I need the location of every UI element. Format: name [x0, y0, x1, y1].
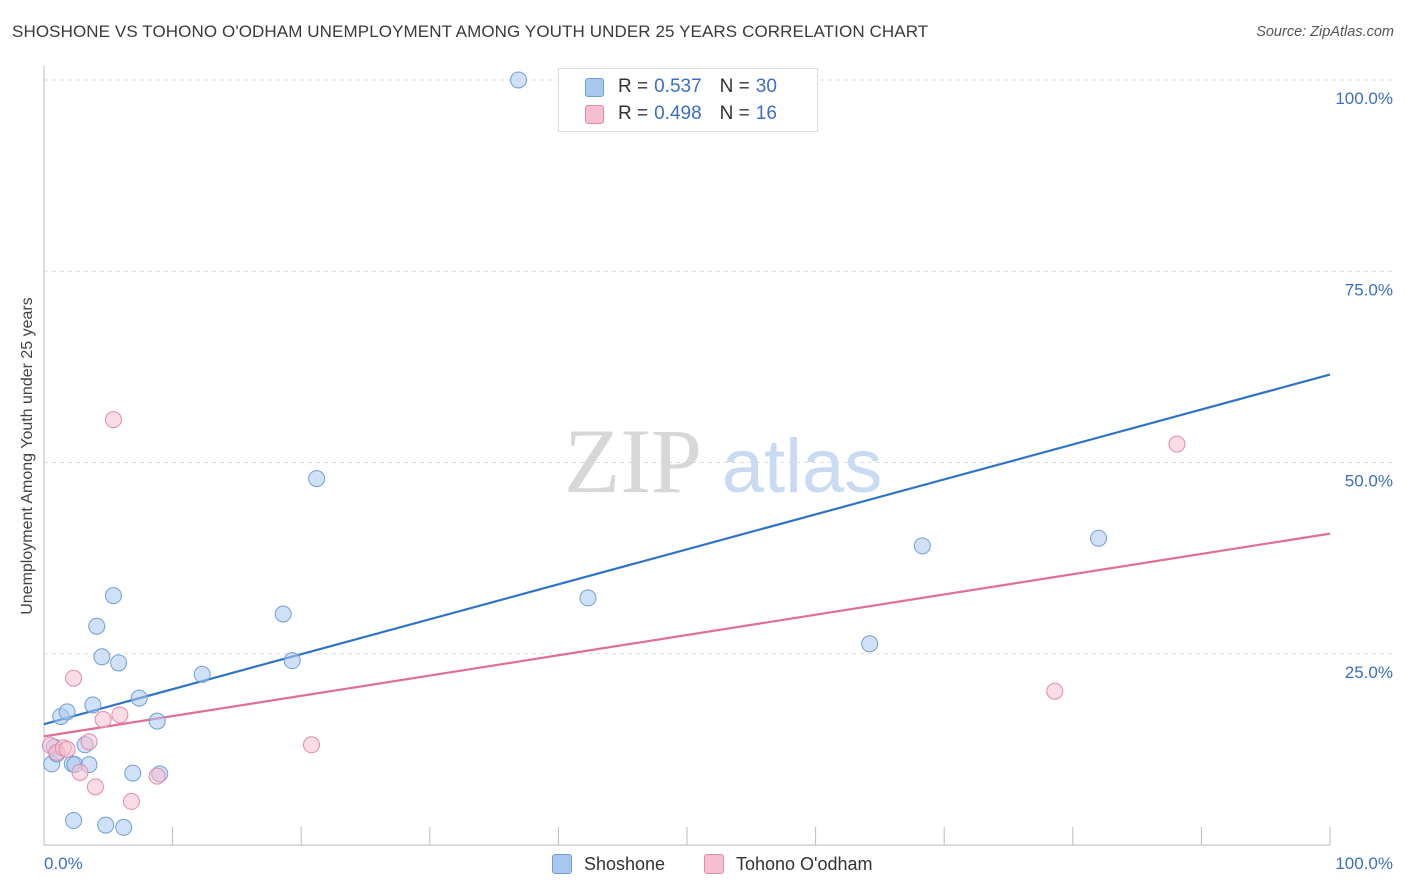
point-shoshone — [110, 654, 128, 672]
legend-item-shoshone: Shoshone — [552, 852, 665, 876]
point-shoshone — [65, 812, 83, 830]
point-shoshone — [861, 635, 879, 653]
gridlines — [44, 79, 1392, 655]
stats-legend: R = 0.537 N = 30 R = 0.498 N = 16 — [558, 68, 818, 132]
legend-label-shoshone: Shoshone — [584, 853, 666, 874]
chart-title: SHOSHONE VS TOHONO O'ODHAM UNEMPLOYMENT … — [12, 22, 929, 41]
r-label: R = — [618, 103, 649, 124]
n-value: 16 — [755, 103, 777, 124]
point-shoshone — [88, 617, 106, 635]
trend-line-shoshone — [43, 373, 1331, 726]
point-shoshone — [97, 816, 115, 834]
x-tick-label: 0.0% — [44, 854, 83, 873]
point-tohono — [86, 778, 104, 796]
point-tohono — [94, 711, 112, 729]
point-shoshone — [93, 648, 111, 666]
point-shoshone — [579, 589, 597, 607]
r-value: 0.537 — [654, 76, 702, 97]
point-tohono — [71, 763, 89, 781]
point-shoshone — [84, 696, 102, 714]
watermark: ZIP atlas — [564, 410, 882, 512]
legend-label-tohono: Tohono O'odham — [736, 853, 873, 874]
tick-labels: 25.0% 50.0% 75.0% 100.0% 0.0% 100.0% — [44, 89, 1393, 873]
watermark-atlas: atlas — [722, 424, 883, 509]
point-tohono — [148, 767, 166, 785]
legend-row-tohono: R = 0.498 N = 16 — [585, 102, 777, 126]
point-tohono — [1046, 682, 1064, 700]
n-label: N = — [719, 103, 750, 124]
n-label: N = — [719, 76, 750, 97]
trend-line-tohono — [43, 532, 1331, 738]
point-shoshone — [130, 689, 148, 707]
axes — [43, 66, 1331, 846]
point-tohono — [104, 411, 122, 429]
point-tohono — [111, 706, 129, 724]
y-tick-label: 25.0% — [1345, 663, 1393, 682]
trend-lines — [43, 373, 1331, 738]
watermark-zip: ZIP — [564, 410, 702, 512]
point-shoshone — [913, 537, 931, 555]
y-axis-label: Unemployment Among Youth under 25 years — [19, 297, 36, 615]
point-shoshone — [104, 587, 122, 605]
tohono-swatch — [585, 104, 604, 124]
point-shoshone — [193, 665, 211, 683]
point-tohono — [65, 669, 83, 687]
point-shoshone — [124, 764, 142, 782]
y-tick-label: 100.0% — [1335, 89, 1393, 108]
point-shoshone — [58, 703, 76, 721]
point-shoshone — [283, 652, 301, 670]
point-tohono — [58, 740, 76, 758]
shoshone-swatch — [552, 854, 572, 874]
r-value: 0.498 — [654, 103, 702, 124]
point-tohono — [302, 736, 320, 754]
shoshone-swatch — [585, 77, 604, 97]
point-tohono — [1168, 435, 1186, 453]
point-shoshone — [510, 71, 528, 89]
y-tick-label: 50.0% — [1345, 472, 1393, 491]
point-tohono — [80, 733, 98, 751]
legend-row-shoshone: R = 0.537 N = 30 — [585, 75, 777, 99]
data-points — [41, 71, 1186, 836]
r-label: R = — [618, 76, 649, 97]
tohono-swatch — [704, 854, 724, 874]
point-tohono — [122, 792, 140, 810]
source-label: Source: ZipAtlas.com — [1256, 24, 1394, 40]
y-tick-label: 75.0% — [1345, 280, 1393, 299]
point-shoshone — [308, 470, 326, 488]
point-shoshone — [115, 818, 133, 836]
x-tick-label: 100.0% — [1335, 854, 1393, 873]
point-shoshone — [1090, 529, 1108, 547]
legend-item-tohono: Tohono O'odham — [704, 852, 873, 876]
point-shoshone — [148, 712, 166, 730]
n-value: 30 — [755, 76, 777, 97]
point-shoshone — [274, 605, 292, 623]
